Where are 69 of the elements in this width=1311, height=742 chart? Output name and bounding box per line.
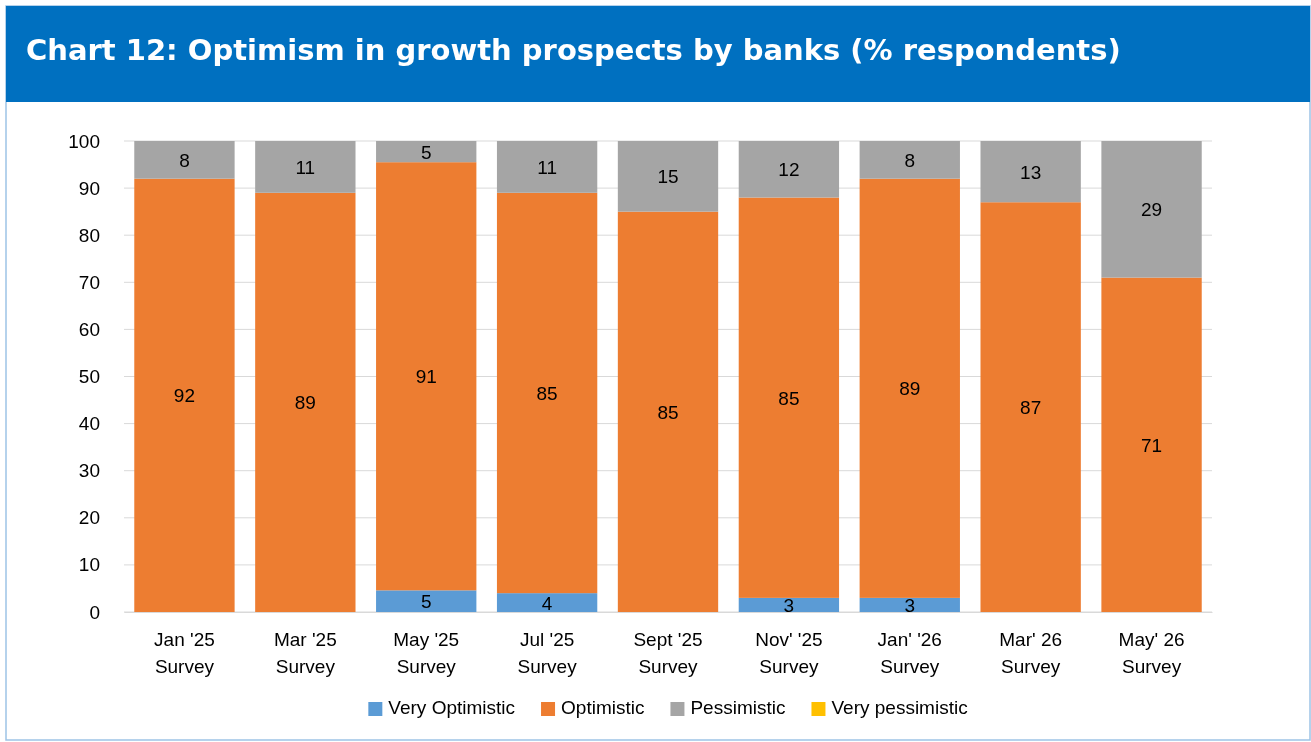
legend-label: Very pessimistic bbox=[831, 697, 968, 718]
y-tick-label: 60 bbox=[78, 318, 100, 340]
x-tick-label: Jan' '26 Survey bbox=[877, 629, 942, 677]
bar bbox=[859, 141, 960, 179]
data-label: 89 bbox=[294, 392, 316, 414]
bar bbox=[859, 178, 960, 598]
bar bbox=[496, 141, 598, 193]
x-tick-label: Mar' 26 Survey bbox=[999, 629, 1063, 677]
data-label: 12 bbox=[778, 159, 800, 181]
data-label: 11 bbox=[537, 156, 557, 178]
y-tick-label: 90 bbox=[78, 177, 100, 199]
bar bbox=[738, 597, 840, 612]
legend-label: Pessimistic bbox=[690, 697, 786, 718]
data-label: 15 bbox=[657, 166, 679, 188]
y-tick-label: 100 bbox=[68, 130, 100, 152]
data-label: 29 bbox=[1140, 199, 1163, 221]
x-tick-label: Jan '25 Survey bbox=[154, 629, 215, 677]
data-label: 8 bbox=[904, 149, 916, 171]
bar bbox=[617, 141, 719, 212]
data-label: 8 bbox=[179, 149, 190, 171]
data-label: 91 bbox=[415, 366, 437, 388]
data-label: 5 bbox=[420, 591, 432, 613]
bar bbox=[134, 178, 235, 612]
bar bbox=[738, 197, 840, 598]
data-label: 4 bbox=[541, 592, 553, 614]
bar bbox=[1101, 141, 1202, 278]
y-tick-label: 40 bbox=[78, 413, 100, 435]
bar bbox=[617, 211, 719, 612]
data-label: 85 bbox=[657, 401, 679, 423]
y-tick-label: 30 bbox=[78, 460, 100, 482]
bar bbox=[980, 202, 1081, 612]
y-tick-label: 80 bbox=[78, 224, 100, 246]
legend-label: Very Optimistic bbox=[388, 697, 516, 718]
data-label: 5 bbox=[420, 141, 432, 163]
data-label: 85 bbox=[536, 382, 558, 404]
bar bbox=[376, 141, 477, 163]
data-label: 3 bbox=[783, 594, 795, 616]
y-tick-label: 0 bbox=[89, 601, 100, 623]
chart-title: Chart 12: Optimism in growth prospects by banks (% respondents) bbox=[26, 33, 1121, 67]
data-label: 85 bbox=[778, 387, 800, 409]
data-label: 11 bbox=[295, 156, 316, 178]
bar bbox=[496, 192, 598, 594]
x-tick-label: Nov' '25 Survey bbox=[755, 629, 823, 677]
bar bbox=[255, 192, 356, 612]
legend-label: Optimistic bbox=[561, 697, 645, 718]
bar bbox=[859, 597, 960, 612]
x-tick-label: May '25 Survey bbox=[393, 629, 460, 677]
bar bbox=[1101, 277, 1202, 612]
data-label: 92 bbox=[173, 385, 196, 407]
bar bbox=[134, 141, 235, 179]
bar bbox=[376, 162, 477, 591]
y-tick-label: 70 bbox=[78, 271, 100, 293]
data-label: 89 bbox=[899, 378, 921, 400]
x-tick-label: May' 26 Survey bbox=[1118, 629, 1185, 677]
bar bbox=[738, 141, 840, 198]
bar bbox=[376, 590, 477, 612]
y-tick-label: 10 bbox=[78, 554, 100, 576]
x-tick-label: Mar '25 Survey bbox=[273, 629, 337, 677]
y-tick-label: 20 bbox=[78, 507, 100, 529]
data-label: 3 bbox=[904, 594, 916, 616]
data-label: 13 bbox=[1020, 161, 1042, 183]
y-tick-label: 50 bbox=[78, 366, 100, 388]
data-label: 87 bbox=[1020, 397, 1042, 419]
bar bbox=[496, 593, 598, 612]
data-label: 71 bbox=[1140, 434, 1163, 456]
x-tick-label: Sept '25 Survey bbox=[633, 629, 703, 677]
bar bbox=[255, 141, 356, 193]
x-tick-label: Jul '25 Survey bbox=[517, 629, 578, 677]
bar bbox=[980, 141, 1081, 203]
